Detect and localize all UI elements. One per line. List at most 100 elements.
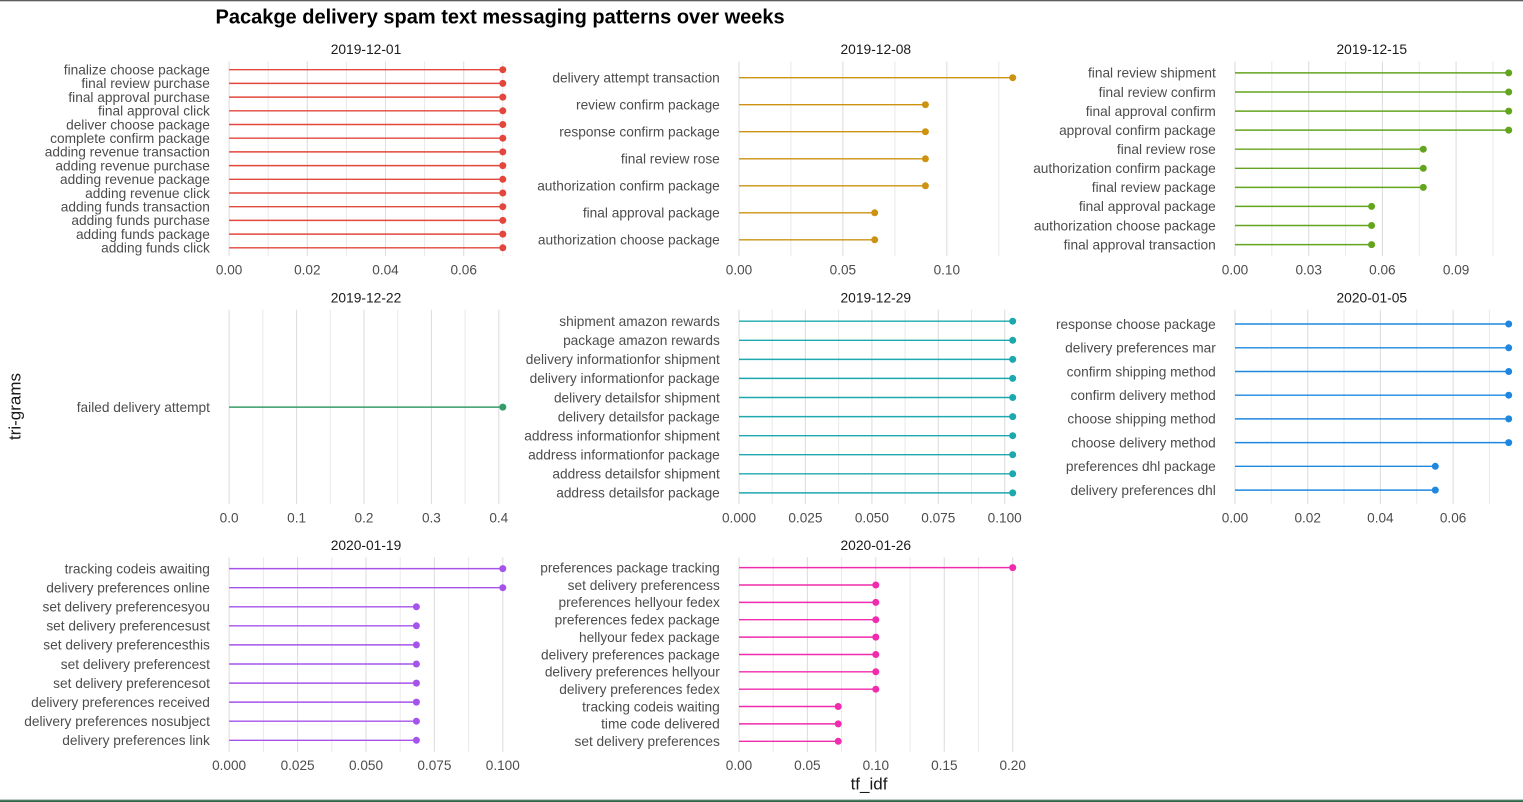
svg-text:authorization confirm package: authorization confirm package — [1033, 161, 1216, 176]
svg-text:delivery informationfor packag: delivery informationfor package — [530, 371, 720, 386]
svg-text:final review shipment: final review shipment — [1088, 66, 1216, 81]
svg-text:delivery preferences fedex: delivery preferences fedex — [559, 682, 720, 697]
svg-text:0.075: 0.075 — [417, 758, 451, 773]
svg-text:delivery detailsfor package: delivery detailsfor package — [558, 409, 720, 424]
svg-text:0.15: 0.15 — [931, 758, 957, 773]
svg-text:set delivery preferencesthis: set delivery preferencesthis — [43, 638, 210, 653]
svg-text:adding funds click: adding funds click — [101, 241, 210, 256]
svg-text:delivery preferences received: delivery preferences received — [31, 695, 210, 710]
svg-text:address informationfor shipmen: address informationfor shipment — [524, 428, 720, 443]
svg-text:0.2: 0.2 — [355, 511, 374, 526]
svg-text:final approval purchase: final approval purchase — [68, 90, 210, 105]
svg-text:0.075: 0.075 — [921, 511, 955, 526]
svg-text:0.10: 0.10 — [863, 758, 890, 773]
svg-text:adding revenue click: adding revenue click — [85, 186, 210, 201]
svg-text:0.00: 0.00 — [726, 758, 753, 773]
svg-text:set delivery preferencess: set delivery preferencess — [568, 578, 720, 593]
svg-text:confirm delivery method: confirm delivery method — [1071, 388, 1216, 403]
svg-text:delivery preferences nosubject: delivery preferences nosubject — [24, 714, 210, 729]
svg-text:address informationfor package: address informationfor package — [528, 447, 720, 462]
svg-text:final review package: final review package — [1092, 180, 1216, 195]
svg-text:hellyour fedex package: hellyour fedex package — [579, 630, 720, 645]
svg-text:finalize choose package: finalize choose package — [64, 62, 210, 77]
svg-text:2020-01-26: 2020-01-26 — [841, 538, 912, 553]
svg-text:authorization choose package: authorization choose package — [538, 233, 720, 248]
svg-text:delivery preferences link: delivery preferences link — [62, 733, 210, 748]
svg-text:set delivery preferences: set delivery preferences — [574, 734, 719, 749]
svg-text:2019-12-15: 2019-12-15 — [1337, 42, 1408, 57]
svg-text:0.00: 0.00 — [1222, 511, 1249, 526]
svg-text:0.050: 0.050 — [349, 758, 383, 773]
svg-text:final approval package: final approval package — [583, 206, 720, 221]
svg-text:final approval click: final approval click — [98, 104, 210, 119]
svg-text:0.02: 0.02 — [294, 262, 320, 277]
svg-text:tracking codeis awaiting: tracking codeis awaiting — [65, 561, 210, 576]
svg-text:failed delivery attempt: failed delivery attempt — [77, 400, 210, 415]
svg-text:adding revenue transaction: adding revenue transaction — [45, 145, 210, 160]
svg-text:0.06: 0.06 — [450, 262, 476, 277]
svg-text:0.10: 0.10 — [934, 262, 961, 277]
svg-text:final review rose: final review rose — [621, 152, 720, 167]
svg-text:tracking codeis waiting: tracking codeis waiting — [582, 699, 720, 714]
svg-text:2020-01-05: 2020-01-05 — [1337, 291, 1408, 306]
svg-text:2020-01-19: 2020-01-19 — [331, 538, 402, 553]
svg-text:adding revenue purchase: adding revenue purchase — [55, 158, 209, 173]
svg-text:Pacakge delivery spam text mes: Pacakge delivery spam text messaging pat… — [216, 6, 785, 28]
svg-text:address detailsfor package: address detailsfor package — [556, 486, 720, 501]
svg-text:adding funds purchase: adding funds purchase — [71, 213, 210, 228]
svg-text:approval confirm package: approval confirm package — [1059, 123, 1216, 138]
svg-text:2019-12-01: 2019-12-01 — [331, 42, 402, 57]
svg-text:set delivery preferencesot: set delivery preferencesot — [53, 676, 210, 691]
svg-text:2019-12-29: 2019-12-29 — [841, 291, 912, 306]
svg-text:delivery preferences mar: delivery preferences mar — [1065, 341, 1216, 356]
svg-text:delivery detailsfor shipment: delivery detailsfor shipment — [554, 390, 720, 405]
svg-text:authorization choose package: authorization choose package — [1034, 218, 1216, 233]
svg-text:0.000: 0.000 — [722, 511, 756, 526]
svg-text:tf_idf: tf_idf — [851, 775, 888, 794]
svg-text:choose delivery method: choose delivery method — [1071, 435, 1216, 450]
svg-text:0.02: 0.02 — [1294, 511, 1320, 526]
svg-text:shipment amazon rewards: shipment amazon rewards — [559, 314, 720, 329]
svg-text:delivery preferences online: delivery preferences online — [46, 580, 210, 595]
svg-text:final review rose: final review rose — [1117, 142, 1216, 157]
svg-text:0.025: 0.025 — [281, 758, 315, 773]
svg-text:0.4: 0.4 — [489, 511, 508, 526]
svg-text:final approval package: final approval package — [1079, 199, 1216, 214]
svg-text:0.20: 0.20 — [999, 758, 1026, 773]
svg-text:delivery attempt transaction: delivery attempt transaction — [552, 70, 719, 85]
svg-text:0.06: 0.06 — [1369, 262, 1395, 277]
svg-text:final approval confirm: final approval confirm — [1086, 104, 1216, 119]
svg-text:final review purchase: final review purchase — [81, 76, 210, 91]
svg-text:final review confirm: final review confirm — [1099, 85, 1216, 100]
svg-text:0.025: 0.025 — [788, 511, 822, 526]
svg-text:0.06: 0.06 — [1440, 511, 1466, 526]
svg-text:0.0: 0.0 — [220, 511, 239, 526]
svg-text:0.04: 0.04 — [372, 262, 399, 277]
svg-text:set delivery preferencesust: set delivery preferencesust — [46, 619, 210, 634]
svg-text:0.00: 0.00 — [1222, 262, 1249, 277]
svg-text:tri-grams: tri-grams — [6, 373, 25, 440]
svg-text:0.100: 0.100 — [486, 758, 520, 773]
svg-text:adding funds package: adding funds package — [76, 227, 210, 242]
svg-text:authorization confirm package: authorization confirm package — [537, 179, 720, 194]
svg-text:0.04: 0.04 — [1367, 511, 1394, 526]
svg-text:2019-12-22: 2019-12-22 — [331, 291, 402, 306]
svg-text:review confirm package: review confirm package — [576, 97, 720, 112]
svg-text:response choose package: response choose package — [1056, 317, 1216, 332]
svg-text:0.000: 0.000 — [212, 758, 246, 773]
svg-text:0.3: 0.3 — [422, 511, 441, 526]
svg-text:delivery preferences dhl: delivery preferences dhl — [1070, 483, 1215, 498]
svg-text:preferences dhl package: preferences dhl package — [1066, 459, 1216, 474]
svg-text:preferences fedex package: preferences fedex package — [555, 612, 720, 627]
svg-text:deliver choose package: deliver choose package — [66, 117, 210, 132]
svg-text:complete confirm package: complete confirm package — [50, 131, 210, 146]
svg-text:preferences hellyour fedex: preferences hellyour fedex — [558, 595, 719, 610]
svg-text:0.00: 0.00 — [726, 262, 753, 277]
svg-text:address detailsfor shipment: address detailsfor shipment — [552, 467, 720, 482]
svg-text:0.03: 0.03 — [1295, 262, 1321, 277]
svg-text:0.1: 0.1 — [287, 511, 306, 526]
svg-text:0.00: 0.00 — [216, 262, 243, 277]
svg-text:delivery preferences hellyour: delivery preferences hellyour — [545, 665, 720, 680]
svg-text:delivery informationfor shipme: delivery informationfor shipment — [526, 352, 720, 367]
svg-text:0.05: 0.05 — [794, 758, 820, 773]
